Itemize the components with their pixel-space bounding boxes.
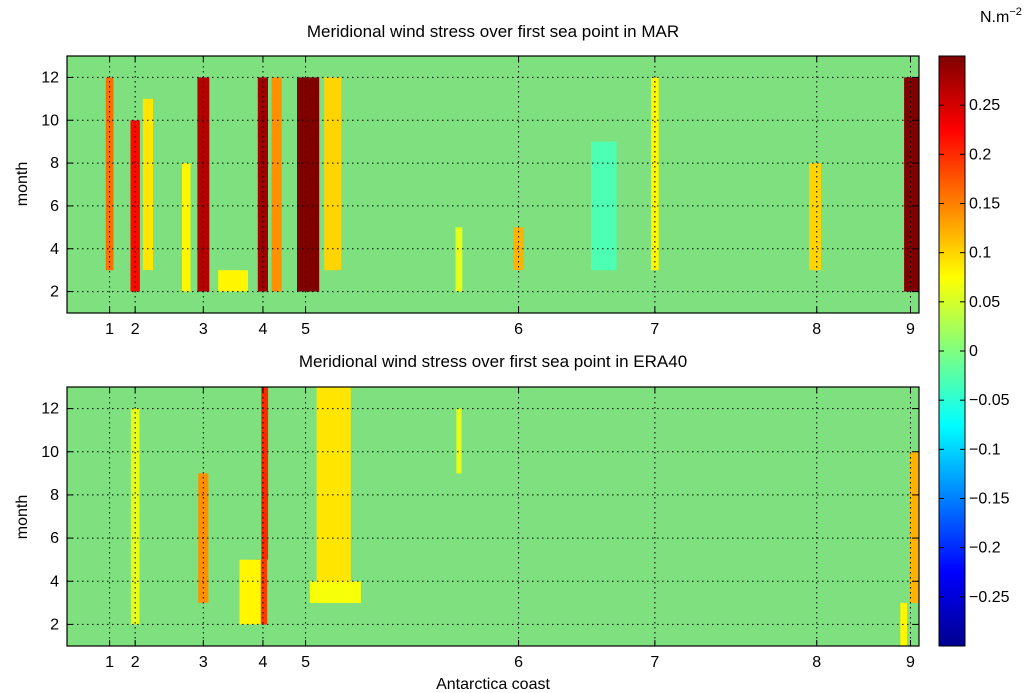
colorbar-unit-base: N.m — [980, 9, 1009, 26]
y-tick-label: 10 — [41, 112, 59, 129]
x-tick-label: 4 — [259, 321, 268, 338]
heat-band-2 — [142, 98, 153, 271]
heat-band-1 — [130, 120, 140, 292]
panel-era40-grid — [67, 387, 919, 646]
x-tick-label: 9 — [906, 321, 915, 338]
y-tick-label: 6 — [50, 530, 59, 547]
colorbar-tick-label: 0.15 — [969, 196, 1000, 213]
colorbar-tick-label: 0 — [969, 343, 978, 360]
x-tick-label: 5 — [301, 321, 310, 338]
x-tick-label: 2 — [131, 654, 140, 671]
colorbar-tick-label: −0.05 — [969, 392, 1010, 409]
heat-band-8 — [456, 408, 462, 474]
x-tick-label: 6 — [514, 654, 523, 671]
panel-mar-ylabel: month — [14, 162, 31, 206]
colorbar-tick-label: −0.15 — [969, 491, 1010, 508]
panel-era40-frame — [66, 386, 920, 647]
heat-band-3 — [261, 387, 269, 560]
y-tick-label: 12 — [41, 401, 59, 418]
x-tick-label: 2 — [131, 321, 140, 338]
x-tick-label: 7 — [650, 321, 659, 338]
heat-band-9 — [324, 77, 342, 271]
colorbar-ticks: 0.25 0.2 0.15 0.1 0.05 0 −0.05 −0.1 −0.15 −0.2 −0.… — [939, 97, 1010, 606]
heat-band-12 — [651, 77, 659, 271]
heat-band-3 — [182, 163, 191, 292]
heat-band-11 — [131, 408, 139, 625]
y-tick-label: 4 — [50, 573, 59, 590]
heat-band-4 — [197, 77, 210, 292]
y-tick-label: 8 — [50, 487, 59, 504]
heat-band-7 — [271, 77, 282, 292]
panel-mar-y-ticks: 2 4 6 8 10 12 — [41, 69, 919, 301]
x-tick-label: 8 — [812, 321, 821, 338]
heat-band-13 — [809, 163, 821, 271]
panel-mar: Meridional wind stress over first sea po… — [14, 22, 920, 338]
panel-mar-title: Meridional wind stress over first sea po… — [307, 22, 679, 41]
panel-mar-frame — [66, 55, 920, 314]
x-tick-label: 4 — [259, 654, 268, 671]
heat-band-11 — [455, 227, 463, 292]
x-tick-label: 9 — [906, 654, 915, 671]
x-tick-label: 7 — [650, 654, 659, 671]
colorbar-tick-label: −0.2 — [969, 540, 1001, 557]
panel-era40-y-ticks: 2 4 6 8 10 12 — [41, 401, 919, 633]
colorbar-tick-label: 0.1 — [969, 245, 991, 262]
colorbar-tick-label: −0.25 — [969, 589, 1010, 606]
heat-band-14 — [904, 77, 919, 292]
y-tick-label: 10 — [41, 444, 59, 461]
heat-band-6 — [316, 387, 351, 603]
x-tick-label: 8 — [812, 654, 821, 671]
y-tick-label: 2 — [50, 284, 59, 301]
heat-band-4 — [239, 559, 261, 625]
heat-band-5 — [218, 270, 248, 292]
colorbar-unit-exponent: −2 — [1009, 6, 1022, 18]
colorbar-unit: N.m−2 — [980, 6, 1022, 26]
y-tick-label: 12 — [41, 69, 59, 86]
heat-band-0 — [105, 77, 114, 271]
colorbar-tick-label: 0.25 — [969, 97, 1000, 114]
colorbar-tick-label: 0.2 — [969, 146, 991, 163]
colorbar-tick-label: 0.05 — [969, 294, 1000, 311]
x-tick-label: 6 — [514, 321, 523, 338]
x-tick-label: 1 — [105, 654, 114, 671]
y-tick-label: 2 — [50, 616, 59, 633]
panel-era40: Meridional wind stress over first sea po… — [14, 352, 920, 693]
x-tick-label: 5 — [301, 654, 310, 671]
x-tick-label: 3 — [199, 321, 208, 338]
panel-era40-ylabel: month — [14, 495, 31, 539]
y-tick-label: 8 — [50, 155, 59, 172]
panel-mar-background — [67, 56, 919, 313]
heat-band-2 — [255, 559, 268, 625]
heat-band-9 — [909, 451, 919, 603]
heat-band-7 — [309, 581, 361, 603]
panel-era40-background — [67, 387, 919, 646]
heat-band-6 — [257, 77, 268, 292]
colorbar: 0.25 0.2 0.15 0.1 0.05 0 −0.05 −0.1 −0.15 −0.2 −0.… — [938, 6, 1022, 647]
y-tick-label: 4 — [50, 241, 59, 258]
panel-mar-grid — [67, 56, 919, 313]
panel-era40-xlabel: Antarctica coast — [436, 676, 550, 693]
colorbar-tick-label: −0.1 — [969, 441, 1001, 458]
heat-band-8 — [297, 77, 320, 292]
heat-band-10 — [900, 602, 908, 646]
panel-era40-title: Meridional wind stress over first sea po… — [299, 352, 687, 371]
x-tick-label: 1 — [105, 321, 114, 338]
x-tick-label: 3 — [199, 654, 208, 671]
y-tick-label: 6 — [50, 198, 59, 215]
